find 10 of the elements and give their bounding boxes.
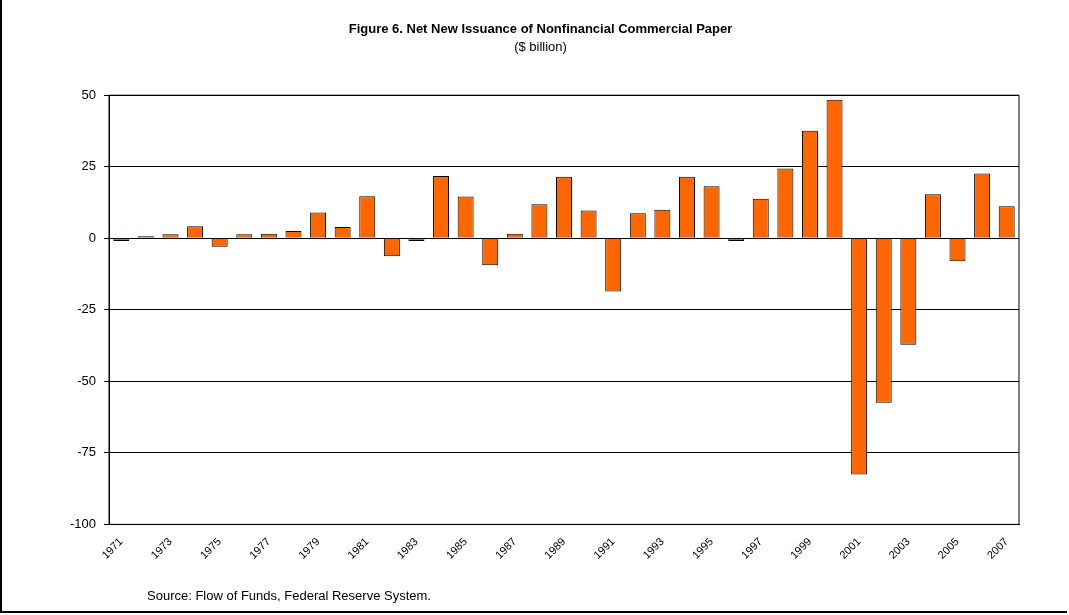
y-tick-label: -100 — [69, 515, 97, 531]
source-note: Source: Flow of Funds, Federal Reserve System. — [147, 587, 431, 603]
chart-subtitle: ($ billion) — [514, 38, 567, 54]
y-tick-label: 50 — [81, 86, 97, 102]
y-tick-label: 0 — [88, 229, 97, 245]
y-tick-label: -75 — [77, 444, 97, 460]
y-tick-label: -25 — [77, 301, 97, 317]
y-tick-label: 25 — [81, 158, 97, 174]
chart-title: Figure 6. Net New Issuance of Nonfinancial Commercial Paper — [348, 21, 733, 37]
y-tick-label: -50 — [77, 372, 97, 388]
